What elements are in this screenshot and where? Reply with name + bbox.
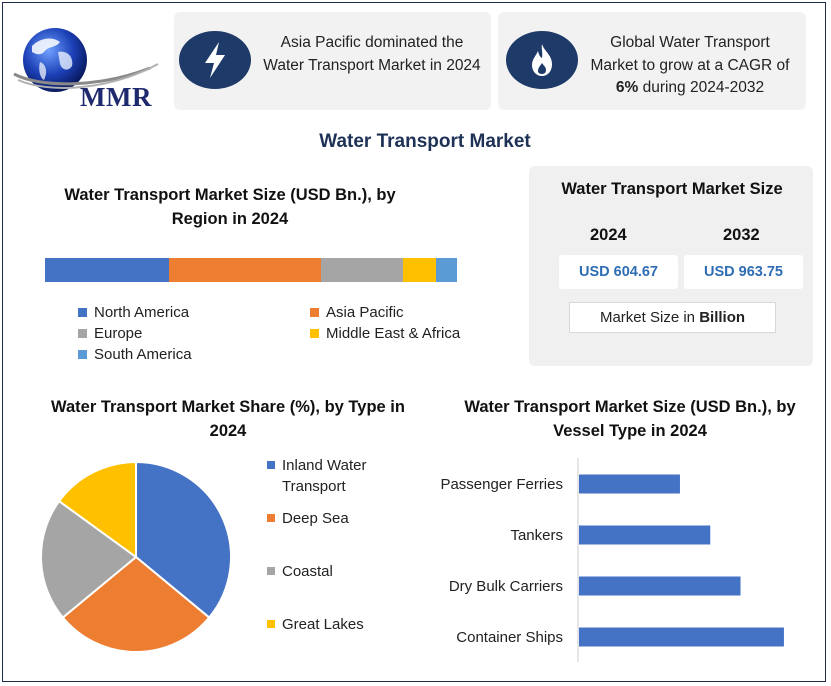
legend-swatch [267, 514, 275, 522]
region-legend-item: Asia Pacific [310, 304, 404, 321]
region-bar-segment-2 [321, 258, 404, 282]
highlight-region-text: Asia Pacific dominated the Water Transpo… [263, 34, 481, 74]
region-legend-item: South America [78, 346, 192, 363]
pie-slice-1 [61, 555, 211, 653]
legend-label: Coastal [282, 563, 333, 580]
vessel-chart-title: Water Transport Market Size (USD Bn.), b… [464, 398, 796, 440]
legend-label: Europe [94, 325, 143, 342]
vessel-category-label: Passenger Ferries [440, 476, 563, 493]
region-bar-segment-1 [168, 258, 322, 282]
globe-icon [13, 28, 159, 92]
legend-swatch [310, 308, 319, 317]
legend-label: Asia Pacific [326, 304, 404, 321]
highlight-cagr-text: Global Water Transport Market to grow at… [590, 34, 790, 96]
legend-swatch [267, 620, 275, 628]
page-title: Water Transport Market [319, 131, 531, 152]
market-size-unit: Market Size in Billion [569, 302, 776, 333]
market-size-title: Water Transport Market Size [561, 180, 783, 198]
legend-label: Great Lakes [282, 616, 364, 633]
legend-label: South America [94, 346, 192, 363]
vessel-category-label: Dry Bulk Carriers [449, 578, 563, 595]
region-legend-item: North America [78, 304, 189, 321]
mmr-logo: MMR [10, 22, 170, 112]
legend-label: Middle East & Africa [326, 325, 461, 342]
value-2024: USD 604.67 [559, 255, 678, 289]
legend-label: Deep Sea [282, 510, 349, 527]
year-2032: 2032 [723, 226, 760, 244]
legend-label: Inland Water Transport [282, 457, 367, 495]
pie-slice-0 [135, 460, 232, 619]
vessel-category-label: Tankers [510, 527, 563, 544]
year-2024: 2024 [590, 226, 627, 244]
vessel-category-label: Container Ships [456, 629, 563, 646]
region-chart-title: Water Transport Market Size (USD Bn.), b… [64, 186, 396, 228]
region-bar-segment-0 [45, 258, 169, 282]
legend-label: North America [94, 304, 190, 321]
logo-text: MMR [80, 82, 152, 112]
flame-icon [506, 31, 578, 89]
pie-slice-2 [40, 499, 138, 619]
value-2032: USD 963.75 [684, 255, 803, 289]
region-bar-segment-3 [403, 258, 437, 282]
legend-swatch [267, 567, 275, 575]
region-bar-segment-4 [436, 258, 457, 282]
lightning-icon [179, 31, 251, 89]
legend-swatch [310, 329, 319, 338]
highlight-card-cagr: Global Water Transport Market to grow at… [498, 12, 806, 110]
vessel-bar-chart: Passenger Ferries Tankers Dry Bulk Carrier… [440, 458, 784, 662]
pie-slice-3 [57, 460, 137, 559]
legend-swatch [78, 308, 87, 317]
legend-swatch [78, 329, 87, 338]
type-pie-chart [40, 460, 232, 653]
highlight-card-region: Asia Pacific dominated the Water Transpo… [174, 12, 491, 110]
vessel-bar-3 [579, 627, 784, 647]
vessel-bar-2 [579, 576, 741, 596]
legend-swatch [267, 461, 275, 469]
vessel-bar-1 [579, 525, 711, 545]
region-legend-item: Europe [78, 325, 142, 342]
legend-swatch [78, 350, 87, 359]
type-chart-title: Water Transport Market Share (%), by Typ… [51, 398, 405, 440]
vessel-bar-0 [579, 474, 680, 494]
region-legend-item: Middle East & Africa [310, 325, 460, 342]
